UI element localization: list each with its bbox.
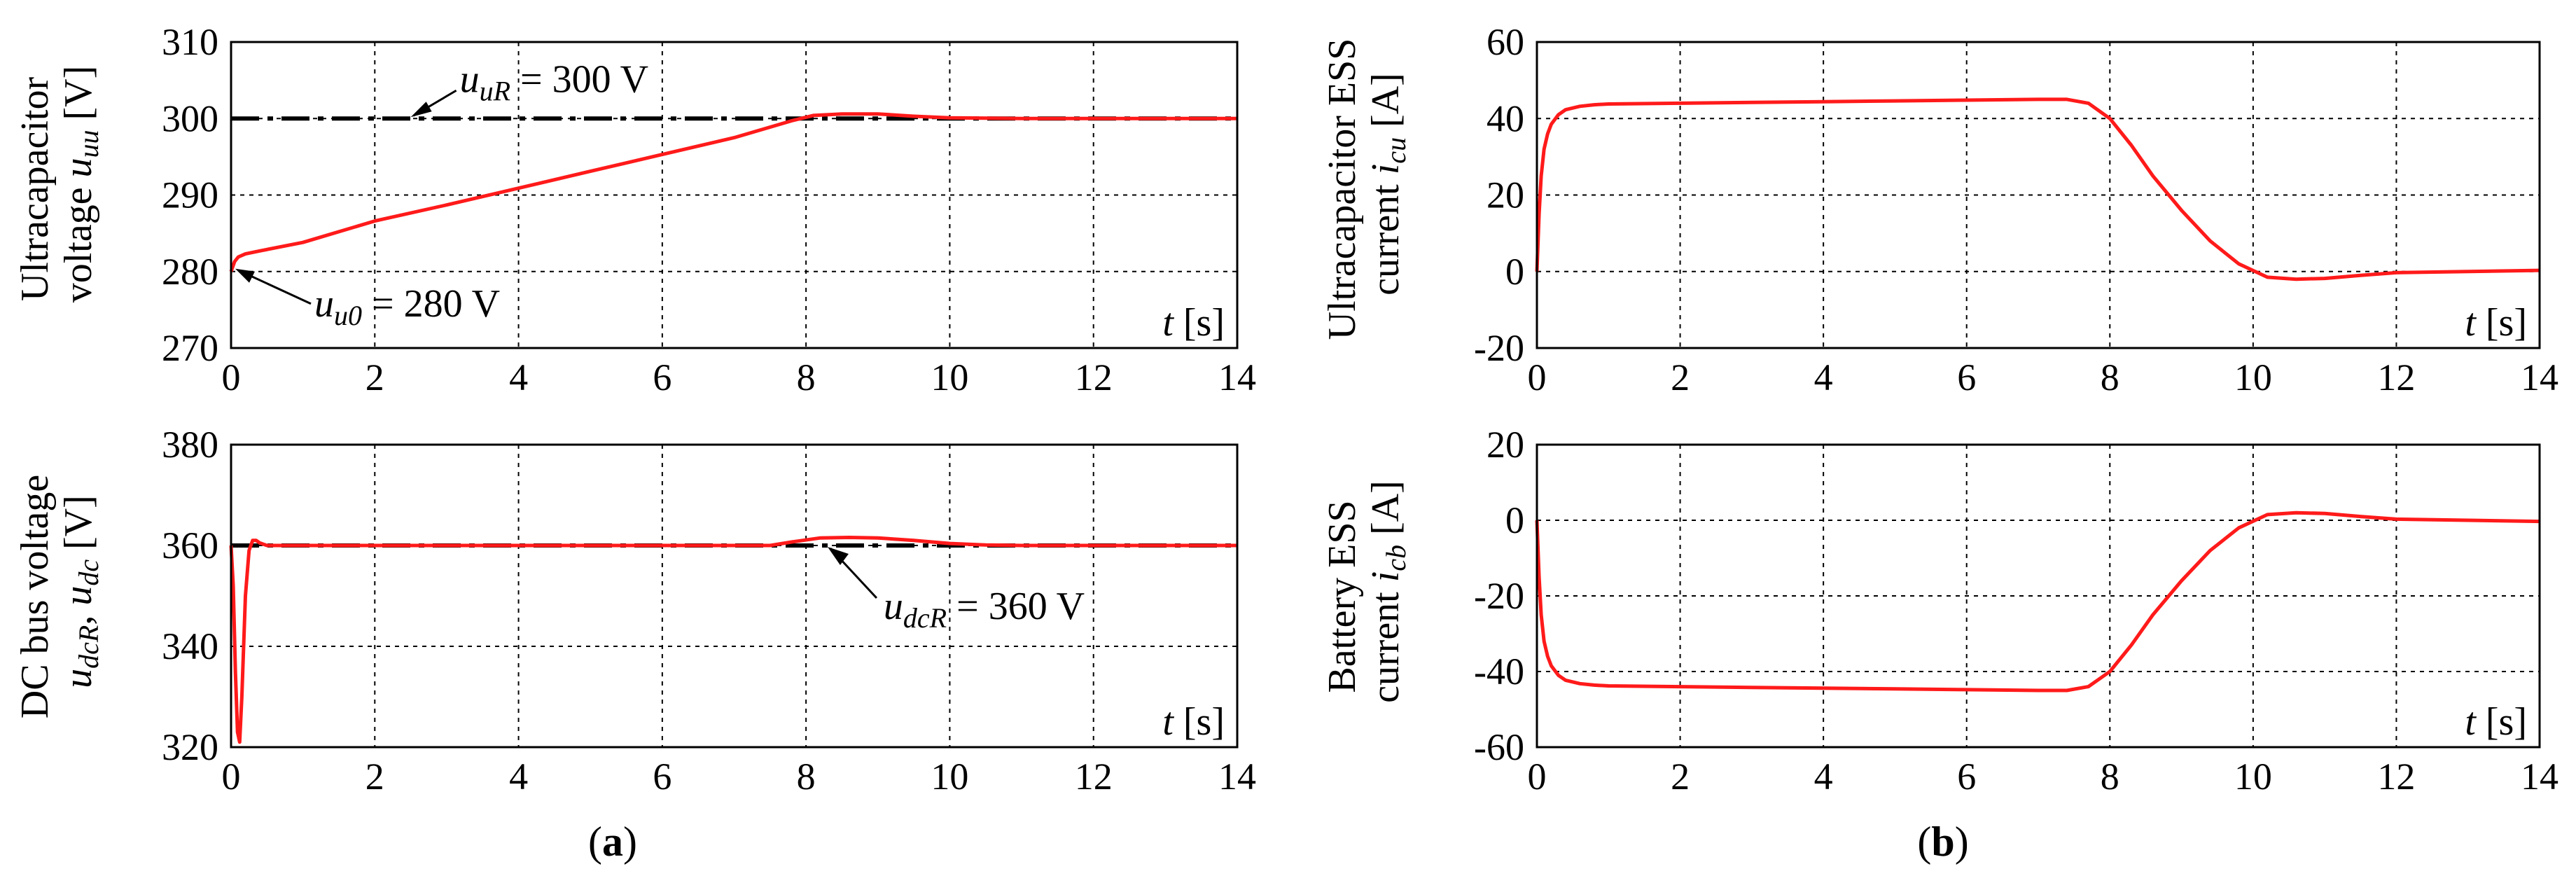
x-axis-label: t [s]: [1162, 700, 1225, 744]
caption-b: (b): [1917, 819, 1968, 865]
y-tick-label: -40: [1474, 651, 1524, 693]
x-tick-label: 4: [1814, 356, 1833, 398]
chart-b-bottom: 0 2 4 6 8 10 12 14 -60 -40 -20 0 20 t [s]: [1474, 424, 2558, 798]
y-tick-label: 280: [162, 251, 218, 293]
series-line-icu: [1535, 97, 2540, 281]
series-line-udc: [229, 536, 1237, 744]
x-tick-label: 4: [509, 356, 528, 398]
y-tick-label: 340: [162, 625, 218, 667]
x-tick-label: 2: [1671, 356, 1690, 398]
x-tick-label: 6: [1957, 756, 1976, 798]
x-tick-label: 12: [1075, 356, 1113, 398]
y-tick-label: -60: [1474, 726, 1524, 768]
y-tick-label: 380: [162, 424, 218, 466]
x-tick-label: 8: [2101, 756, 2119, 798]
x-tick-label: 4: [509, 756, 528, 798]
x-tick-label: 12: [2377, 756, 2415, 798]
series-line-icb: [1535, 510, 2540, 693]
y-tick-label: 300: [162, 97, 218, 139]
caption-a: (a): [588, 819, 637, 865]
x-tick-label: 2: [1671, 756, 1690, 798]
x-tick-label: 10: [931, 756, 968, 798]
x-tick-label: 2: [365, 756, 384, 798]
x-tick-label: 4: [1814, 756, 1833, 798]
y-tick-label: 20: [1487, 424, 1524, 466]
x-tick-label: 8: [2101, 356, 2119, 398]
x-tick-label: 14: [2521, 756, 2558, 798]
ylabel-b-bottom: Battery ESS current icb [A]: [1321, 480, 1412, 703]
y-tick-label: 310: [162, 21, 218, 63]
plot-frame: [1536, 443, 2541, 749]
annotation-arrowhead-u0: [235, 268, 255, 283]
y-tick-label: 320: [162, 726, 218, 768]
annotation-udcR: udcR = 360 V: [884, 585, 1085, 634]
x-tick-label: 0: [222, 356, 241, 398]
ylabel-a-top: Ultracapacitor voltage uuu [V]: [13, 66, 104, 303]
x-tick-label: 2: [365, 356, 384, 398]
x-tick-label: 8: [797, 756, 816, 798]
annotation-uR: uuR = 300 V: [460, 57, 648, 106]
x-tick-label: 10: [931, 356, 968, 398]
x-tick-label: 14: [1218, 356, 1256, 398]
y-tick-label: 0: [1505, 499, 1524, 541]
x-tick-label: 10: [2234, 356, 2272, 398]
y-tick-label: 40: [1487, 97, 1524, 139]
plot-frame: [230, 41, 1239, 349]
y-tick-label: -20: [1474, 327, 1524, 369]
x-axis-label: t [s]: [2465, 700, 2527, 744]
x-tick-label: 12: [1075, 756, 1113, 798]
x-axis-label: t [s]: [1162, 301, 1225, 345]
ylabel-b-top: Ultracapacitor ESS current icu [A]: [1321, 29, 1412, 340]
ylabel-a-bottom: DC bus voltage udcR, udc [V]: [13, 465, 104, 718]
x-tick-label: 14: [2521, 356, 2558, 398]
y-tick-label: 0: [1505, 251, 1524, 293]
chart-a-top: 0 2 4 6 8 10 12 14 270 280 290 300 310 t [s] uuR = 300…: [162, 21, 1256, 398]
annotation-arrowhead-uR: [410, 102, 432, 118]
plot-frame: [230, 443, 1239, 749]
y-tick-label: 360: [162, 524, 218, 566]
x-tick-label: 14: [1218, 756, 1256, 798]
y-tick-label: -20: [1474, 575, 1524, 617]
x-tick-label: 8: [797, 356, 816, 398]
y-tick-label: 270: [162, 327, 218, 369]
y-tick-label: 60: [1487, 21, 1524, 63]
annotation-u0: uu0 = 280 V: [314, 282, 500, 331]
plot-frame: [1536, 41, 2541, 349]
annotation-arrowhead-udcR: [827, 547, 849, 565]
x-tick-label: 6: [653, 356, 671, 398]
y-tick-label: 20: [1487, 174, 1524, 216]
x-tick-label: 6: [1957, 356, 1976, 398]
x-axis-label: t [s]: [2465, 301, 2527, 345]
x-tick-label: 0: [222, 756, 241, 798]
x-tick-label: 0: [1528, 356, 1547, 398]
x-tick-label: 10: [2234, 756, 2272, 798]
x-tick-label: 12: [2377, 356, 2415, 398]
x-tick-label: 6: [653, 756, 671, 798]
x-tick-label: 0: [1528, 756, 1547, 798]
series-line-uu: [229, 112, 1237, 272]
y-tick-label: 290: [162, 174, 218, 216]
chart-a-bottom: 0 2 4 6 8 10 12 14 320 340 360 380 t [s] udcR = 360 V: [162, 424, 1256, 798]
